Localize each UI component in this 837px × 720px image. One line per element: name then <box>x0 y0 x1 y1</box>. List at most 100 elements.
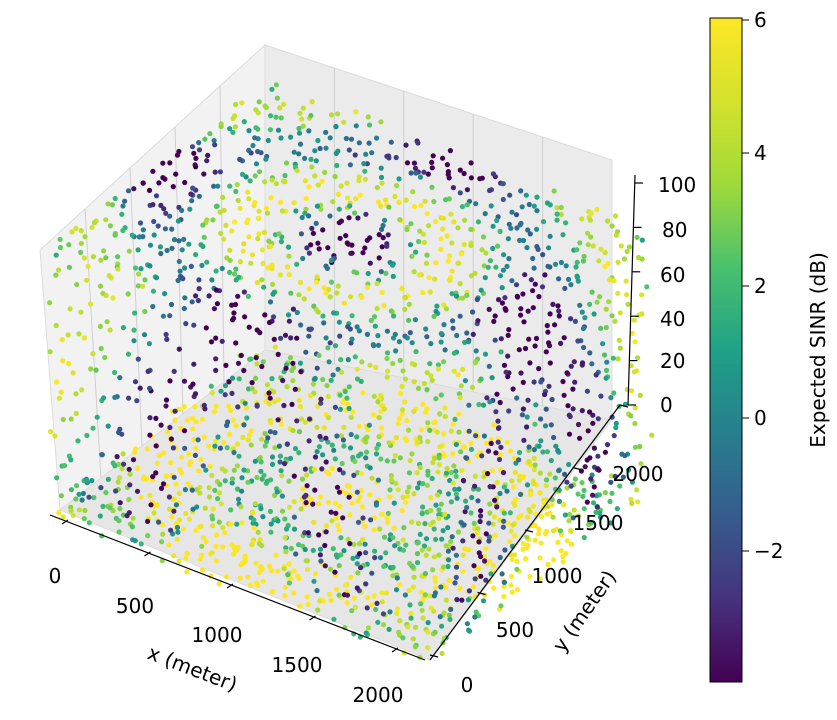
scatter-point <box>355 519 362 525</box>
scatter-point <box>624 248 630 255</box>
scatter-point <box>199 552 205 558</box>
scatter-point <box>190 381 196 387</box>
scatter-point <box>590 412 596 418</box>
scatter-point <box>397 357 403 363</box>
scatter-point <box>594 504 601 510</box>
scatter-point <box>378 456 384 462</box>
scatter-point <box>317 494 323 500</box>
scatter-point <box>147 263 153 269</box>
scatter-point <box>56 267 62 273</box>
scatter-point <box>201 234 207 240</box>
scatter-point <box>275 397 281 403</box>
scatter-point <box>217 445 224 451</box>
y-tick-0: 0 <box>461 673 474 697</box>
scatter-point <box>597 514 604 520</box>
scatter-point <box>269 177 275 183</box>
scatter-point <box>414 551 421 557</box>
scatter-point <box>470 584 476 590</box>
scatter-point <box>297 279 304 285</box>
scatter-point <box>444 162 450 168</box>
scatter-point <box>56 509 62 516</box>
scatter-point <box>440 528 446 534</box>
scatter-point <box>338 433 344 439</box>
scatter-point <box>419 511 425 517</box>
scatter-point <box>150 168 156 174</box>
scatter-point <box>231 310 237 316</box>
scatter-point <box>306 128 312 134</box>
scatter-point <box>248 356 254 362</box>
scatter-point <box>312 173 318 179</box>
scatter-point <box>404 417 410 424</box>
scatter-point <box>47 349 53 355</box>
scatter-point <box>164 247 170 254</box>
scatter-point <box>392 193 398 199</box>
scatter-point <box>503 369 509 375</box>
scatter-point <box>407 242 414 248</box>
scatter-point <box>231 551 237 557</box>
scatter-point <box>451 463 457 469</box>
scatter-point <box>478 508 484 514</box>
scatter-point <box>552 322 558 328</box>
scatter-point <box>456 429 462 435</box>
scatter-point <box>177 517 183 523</box>
scatter-point <box>499 300 505 306</box>
scatter-point <box>487 258 493 264</box>
scatter-point <box>492 532 498 538</box>
scatter-point <box>455 372 461 378</box>
scatter-point <box>176 490 182 496</box>
scatter-point <box>228 507 234 513</box>
scatter-point <box>608 395 614 401</box>
scatter-point <box>178 274 184 280</box>
scatter-point <box>547 233 553 239</box>
scatter-point <box>425 620 431 626</box>
scatter-point <box>237 575 243 581</box>
scatter-point <box>325 415 332 421</box>
scatter-point <box>218 388 224 394</box>
scatter-point <box>412 317 418 323</box>
scatter-point <box>531 466 538 473</box>
scatter-point <box>104 319 110 325</box>
scatter-point <box>335 522 341 528</box>
scatter-point <box>564 479 570 485</box>
scatter-point <box>322 169 328 175</box>
scatter-point <box>344 395 350 401</box>
scatter-point <box>166 494 172 500</box>
scatter-point <box>120 325 126 331</box>
scatter-point <box>103 489 109 496</box>
scatter-point <box>132 449 138 455</box>
scatter-point <box>487 484 493 490</box>
scatter-point <box>56 395 63 401</box>
scatter-point <box>235 197 241 204</box>
scatter-point <box>68 487 75 493</box>
scatter-point <box>427 361 433 367</box>
scatter-point <box>414 540 421 546</box>
scatter-point <box>557 528 564 534</box>
y-axis-line <box>429 404 621 661</box>
scatter-point <box>497 273 504 279</box>
scatter-point <box>227 183 233 189</box>
scatter-point <box>254 279 260 286</box>
scatter-point <box>561 335 567 341</box>
scatter-point <box>293 208 299 214</box>
scatter-point <box>226 379 232 385</box>
scatter-point <box>495 243 501 249</box>
scatter-point <box>480 402 487 408</box>
scatter-point <box>255 148 261 155</box>
scatter-point <box>255 215 262 221</box>
scatter-point <box>572 379 578 385</box>
scatter-point <box>76 331 82 337</box>
scatter-point <box>360 515 366 521</box>
scatter-point <box>450 545 456 551</box>
scatter-point <box>273 114 279 120</box>
scatter-point <box>185 481 191 487</box>
scatter-point <box>459 597 465 603</box>
scatter-point <box>192 404 198 410</box>
scatter-point <box>367 362 373 368</box>
scatter-point <box>246 128 252 134</box>
scatter-point <box>506 408 512 414</box>
scatter-point <box>604 442 611 448</box>
scatter-point <box>98 345 104 352</box>
scatter-point <box>425 468 431 474</box>
scatter-point <box>460 477 466 484</box>
scatter-point <box>532 462 538 468</box>
